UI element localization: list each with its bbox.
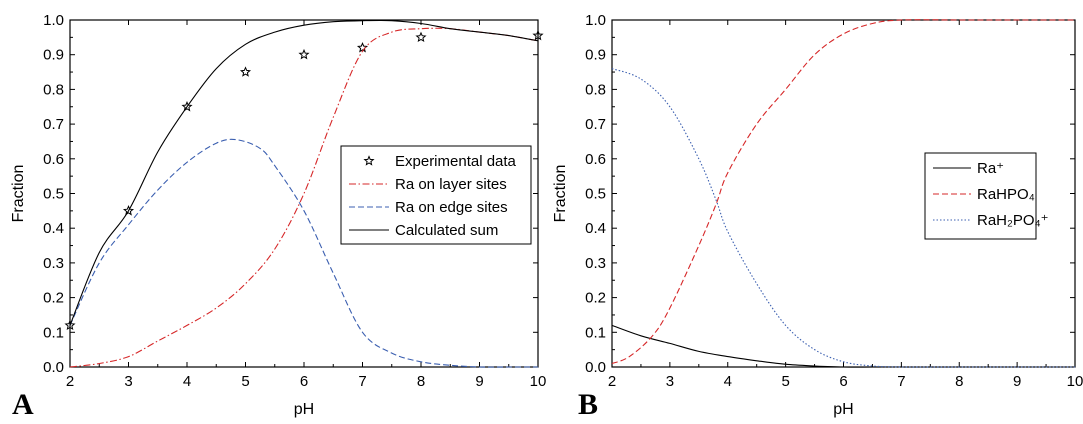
y-tick-label: 0.9: [585, 47, 606, 64]
panel-letter: A: [12, 388, 34, 421]
data-point-star: [532, 29, 544, 41]
x-tick-label: 4: [183, 373, 191, 390]
y-tick-label: 0.2: [43, 290, 64, 307]
x-axis-label: pH: [294, 401, 314, 418]
panel-a: 2 3 4 5 6 7 8 9 10 0.0 0.1 0.2 0.3 0.4 0.5 0.6 0.7 0.8 0.9…: [10, 12, 546, 421]
x-tick-label: 2: [66, 373, 74, 390]
series-line-3: [69, 138, 538, 368]
x-tick-label: 6: [300, 373, 308, 390]
y-axis-label: Fraction: [10, 165, 27, 223]
y-tick-label: 0.4: [43, 220, 64, 237]
legend-label: Ra on layer sites: [395, 176, 507, 193]
x-tick-label: 10: [530, 373, 547, 390]
y-tick-label: 0.4: [585, 220, 606, 237]
legend-label: Calculated sum: [395, 222, 498, 239]
y-tick-label: 0.7: [585, 116, 606, 133]
y-tick-label: 0.5: [43, 186, 64, 203]
y-tick-label: 1.0: [43, 12, 64, 29]
x-tick-label: 2: [608, 373, 616, 390]
y-tick-label: 0.8: [585, 81, 606, 98]
x-tick-label: 5: [241, 373, 249, 390]
x-tick-label: 3: [124, 373, 132, 390]
panel-letter: B: [578, 388, 598, 421]
x-tick-label: 9: [1013, 373, 1021, 390]
legend-label: RaH₂PO₄⁺: [977, 212, 1049, 229]
legend-label: Ra⁺: [977, 160, 1004, 177]
y-tick-label: 0.1: [585, 324, 606, 341]
y-tick-label: 0.8: [43, 81, 64, 98]
x-tick-label: 8: [955, 373, 963, 390]
series-line-4: [69, 19, 539, 326]
x-tick-label: 8: [417, 373, 425, 390]
panel-b: 2 3 4 5 6 7 8 9 10 0.0 0.1 0.2 0.3 0.4 0.5 0.6 0.7 0.8 0.9…: [552, 12, 1083, 421]
x-tick-label: 5: [781, 373, 789, 390]
y-tick-label: 0.7: [43, 116, 64, 133]
series-line-2: [69, 27, 539, 368]
y-tick-label: 0.1: [43, 324, 64, 341]
data-point-star: [298, 48, 310, 60]
y-axis-label: Fraction: [552, 165, 569, 223]
y-tick-label: 0.0: [43, 359, 64, 376]
y-tick-label: 0.3: [43, 255, 64, 272]
x-tick-label: 7: [358, 373, 366, 390]
x-tick-label: 7: [897, 373, 905, 390]
data-point-star: [181, 101, 193, 112]
data-point-star: [122, 204, 135, 216]
series-line-1: [611, 324, 1075, 368]
data-point-star: [64, 319, 76, 331]
series-line-2: [611, 19, 1075, 365]
data-point-star: [415, 31, 427, 43]
x-tick-label: 10: [1067, 373, 1083, 390]
y-tick-label: 0.9: [43, 47, 64, 64]
legend-label: RaHPO₄: [977, 186, 1035, 203]
legend-box: [340, 145, 532, 245]
x-axis-label: pH: [833, 401, 853, 418]
legend-box: [924, 152, 1037, 240]
y-tick-label: 0.3: [585, 255, 606, 272]
y-tick-label: 0.5: [585, 186, 606, 203]
legend-label: Experimental data: [395, 153, 517, 170]
data-point-star: [356, 42, 369, 53]
x-tick-label: 6: [839, 373, 847, 390]
series-line-3: [611, 68, 1075, 368]
legend-marker-star: [363, 155, 375, 166]
y-tick-label: 0.6: [585, 151, 606, 168]
y-tick-label: 0.2: [585, 290, 606, 307]
x-tick-label: 3: [666, 373, 674, 390]
y-tick-label: 0.0: [585, 359, 606, 376]
x-tick-label: 9: [475, 373, 483, 390]
y-tick-label: 0.6: [43, 151, 64, 168]
y-tick-label: 1.0: [585, 12, 606, 29]
legend-label: Ra on edge sites: [395, 199, 508, 216]
x-tick-label: 4: [724, 373, 732, 390]
data-point-star: [239, 66, 252, 77]
